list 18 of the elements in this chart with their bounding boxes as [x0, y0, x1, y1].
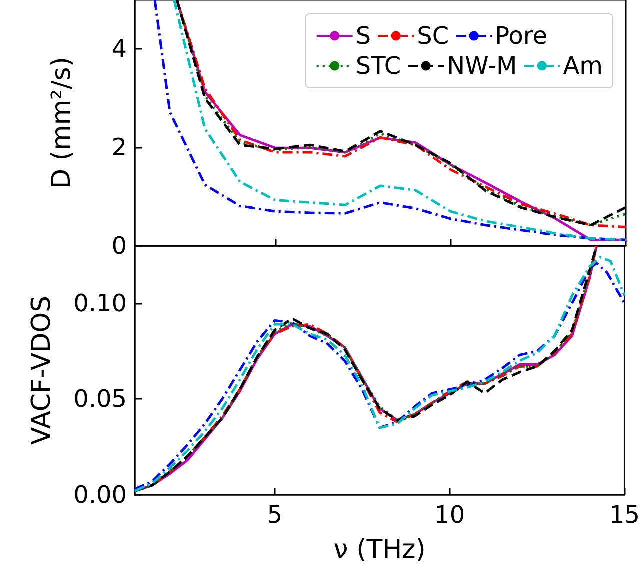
x-tick-label: 15 [609, 501, 640, 529]
x-tick-label: 5 [267, 501, 283, 529]
legend-label: SC [417, 22, 450, 50]
x-axis-title: ν (THz) [334, 535, 426, 565]
legend-label: Am [563, 52, 603, 80]
y-tick-label: 0.05 [74, 385, 127, 414]
legend-label: S [356, 22, 372, 50]
y-tick-label: 0 [112, 232, 127, 260]
legend-label: NW-M [447, 52, 518, 80]
y-axis-title: VACF-VDOS [27, 296, 57, 446]
y-tick-label: 4 [112, 35, 127, 64]
y-tick-label: 2 [112, 134, 127, 162]
legend-label: STC [356, 52, 402, 80]
y-axis-title: D (mm²/s) [47, 57, 77, 189]
y-tick-label: 0.00 [74, 481, 127, 509]
x-tick-label: 10 [434, 501, 466, 529]
legend-label: Pore [495, 22, 548, 50]
y-tick-label: 0.10 [74, 289, 127, 318]
